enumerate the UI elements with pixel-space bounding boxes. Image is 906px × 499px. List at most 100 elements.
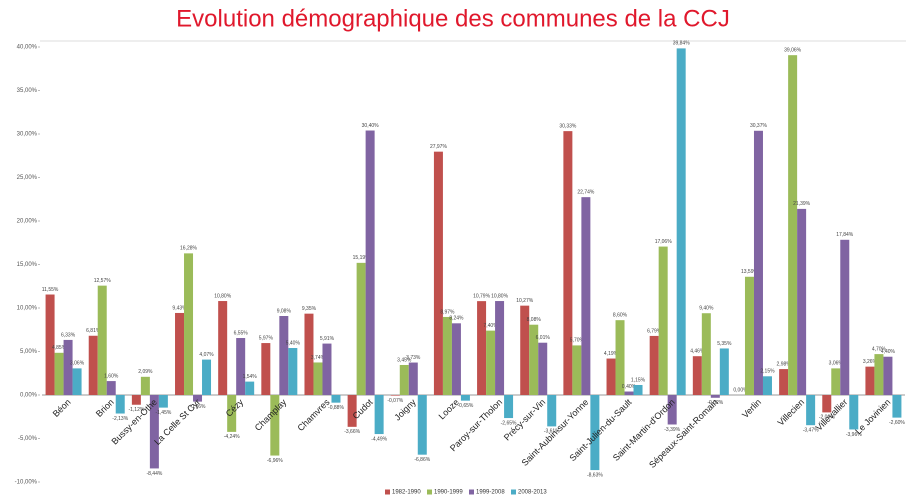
bar	[365, 130, 375, 395]
bar	[261, 343, 271, 395]
value-label: 6,33%	[61, 332, 76, 338]
legend-label: 1990-1999	[434, 490, 463, 496]
bar	[227, 395, 237, 432]
value-label: 3,73%	[406, 355, 421, 361]
y-tick-label: -5,00%	[18, 436, 38, 442]
bar	[63, 339, 73, 395]
bar	[288, 348, 298, 395]
value-label: 5,91%	[320, 336, 335, 342]
legend-swatch	[511, 489, 516, 495]
value-label: 5,70%	[570, 338, 585, 344]
value-label: 1,60%	[104, 373, 119, 379]
bar	[477, 301, 487, 395]
bar	[658, 246, 668, 395]
value-label: 8,08%	[527, 317, 542, 323]
bar	[547, 395, 557, 427]
bar	[633, 384, 643, 395]
bar	[72, 368, 82, 395]
value-label: -8,63%	[587, 472, 603, 478]
value-label: 8,24%	[449, 316, 464, 322]
bar	[279, 316, 289, 395]
value-label: 4,46%	[690, 349, 705, 355]
value-label: 17,06%	[655, 239, 673, 245]
bar	[158, 395, 168, 408]
value-label: 7,40%	[483, 323, 498, 329]
value-label: 11,55%	[42, 287, 59, 293]
value-label: 9,35%	[302, 306, 317, 312]
bar	[892, 395, 902, 418]
value-label: -3,66%	[344, 429, 360, 435]
legend-label: 1999-2008	[476, 490, 505, 496]
bar	[831, 368, 841, 395]
bar	[374, 395, 384, 435]
value-label: 39,06%	[784, 48, 802, 54]
bar	[331, 395, 341, 403]
bar	[313, 362, 323, 395]
value-label: 5,97%	[259, 335, 274, 341]
value-label: 10,80%	[491, 293, 509, 299]
bar	[97, 285, 107, 395]
bar	[218, 301, 228, 395]
bar	[115, 395, 125, 414]
bar	[140, 376, 150, 395]
value-label: -1,45%	[155, 410, 171, 416]
bar	[806, 395, 816, 426]
legend-label: 1982-1990	[392, 490, 421, 496]
bar	[676, 48, 686, 395]
value-label: -0,88%	[328, 405, 344, 411]
value-label: 5,35%	[717, 341, 732, 347]
y-tick-label: 30,00%	[17, 132, 38, 138]
value-label: 8,60%	[613, 313, 628, 319]
bar	[529, 324, 539, 395]
value-label: 1,54%	[243, 374, 258, 380]
value-label: 1,15%	[631, 377, 646, 383]
value-label: 8,97%	[440, 309, 455, 315]
value-label: -8,44%	[146, 471, 162, 477]
x-tick-label: Chamvres	[295, 397, 331, 433]
x-tick-label: Le Jovinien	[853, 397, 892, 436]
value-label: 4,07%	[199, 352, 214, 358]
value-label: -4,49%	[371, 436, 387, 442]
value-label: 12,57%	[94, 278, 112, 284]
value-label: 9,43%	[172, 305, 187, 311]
y-tick-label: 40,00%	[17, 45, 38, 51]
value-label: 4,19%	[604, 351, 619, 357]
bar	[779, 369, 789, 395]
bar	[606, 358, 616, 395]
x-tick-label: Villecien	[776, 397, 807, 428]
value-label: 13,59%	[741, 269, 759, 275]
bar	[788, 55, 798, 395]
bar	[590, 395, 600, 471]
bar	[581, 197, 591, 395]
value-label: -2,13%	[112, 416, 128, 422]
bar	[236, 338, 246, 395]
value-label: 3,06%	[70, 361, 85, 367]
bar	[486, 330, 496, 395]
bar	[865, 366, 875, 395]
bar	[762, 376, 772, 395]
bar	[202, 359, 212, 395]
bar	[88, 335, 98, 395]
value-label: 16,28%	[180, 246, 198, 252]
x-tick-label: Béon	[51, 397, 73, 419]
bar	[460, 395, 470, 401]
value-label: 3,26%	[863, 359, 878, 365]
bar	[572, 345, 582, 395]
value-label: -0,32%	[707, 400, 723, 406]
bar	[149, 395, 159, 469]
bar	[184, 253, 194, 395]
value-label: 6,01%	[536, 335, 551, 341]
bar	[270, 395, 280, 456]
bar	[822, 395, 832, 413]
bar	[520, 305, 530, 395]
value-label: 0,00%	[733, 387, 748, 393]
bar	[45, 294, 55, 395]
bar	[797, 208, 807, 395]
bar	[408, 362, 418, 395]
value-label: 15,19%	[353, 255, 371, 261]
bar	[849, 395, 859, 430]
y-tick-label: 15,00%	[17, 262, 38, 268]
value-label: -3,47%	[803, 428, 819, 434]
bar	[442, 316, 452, 395]
